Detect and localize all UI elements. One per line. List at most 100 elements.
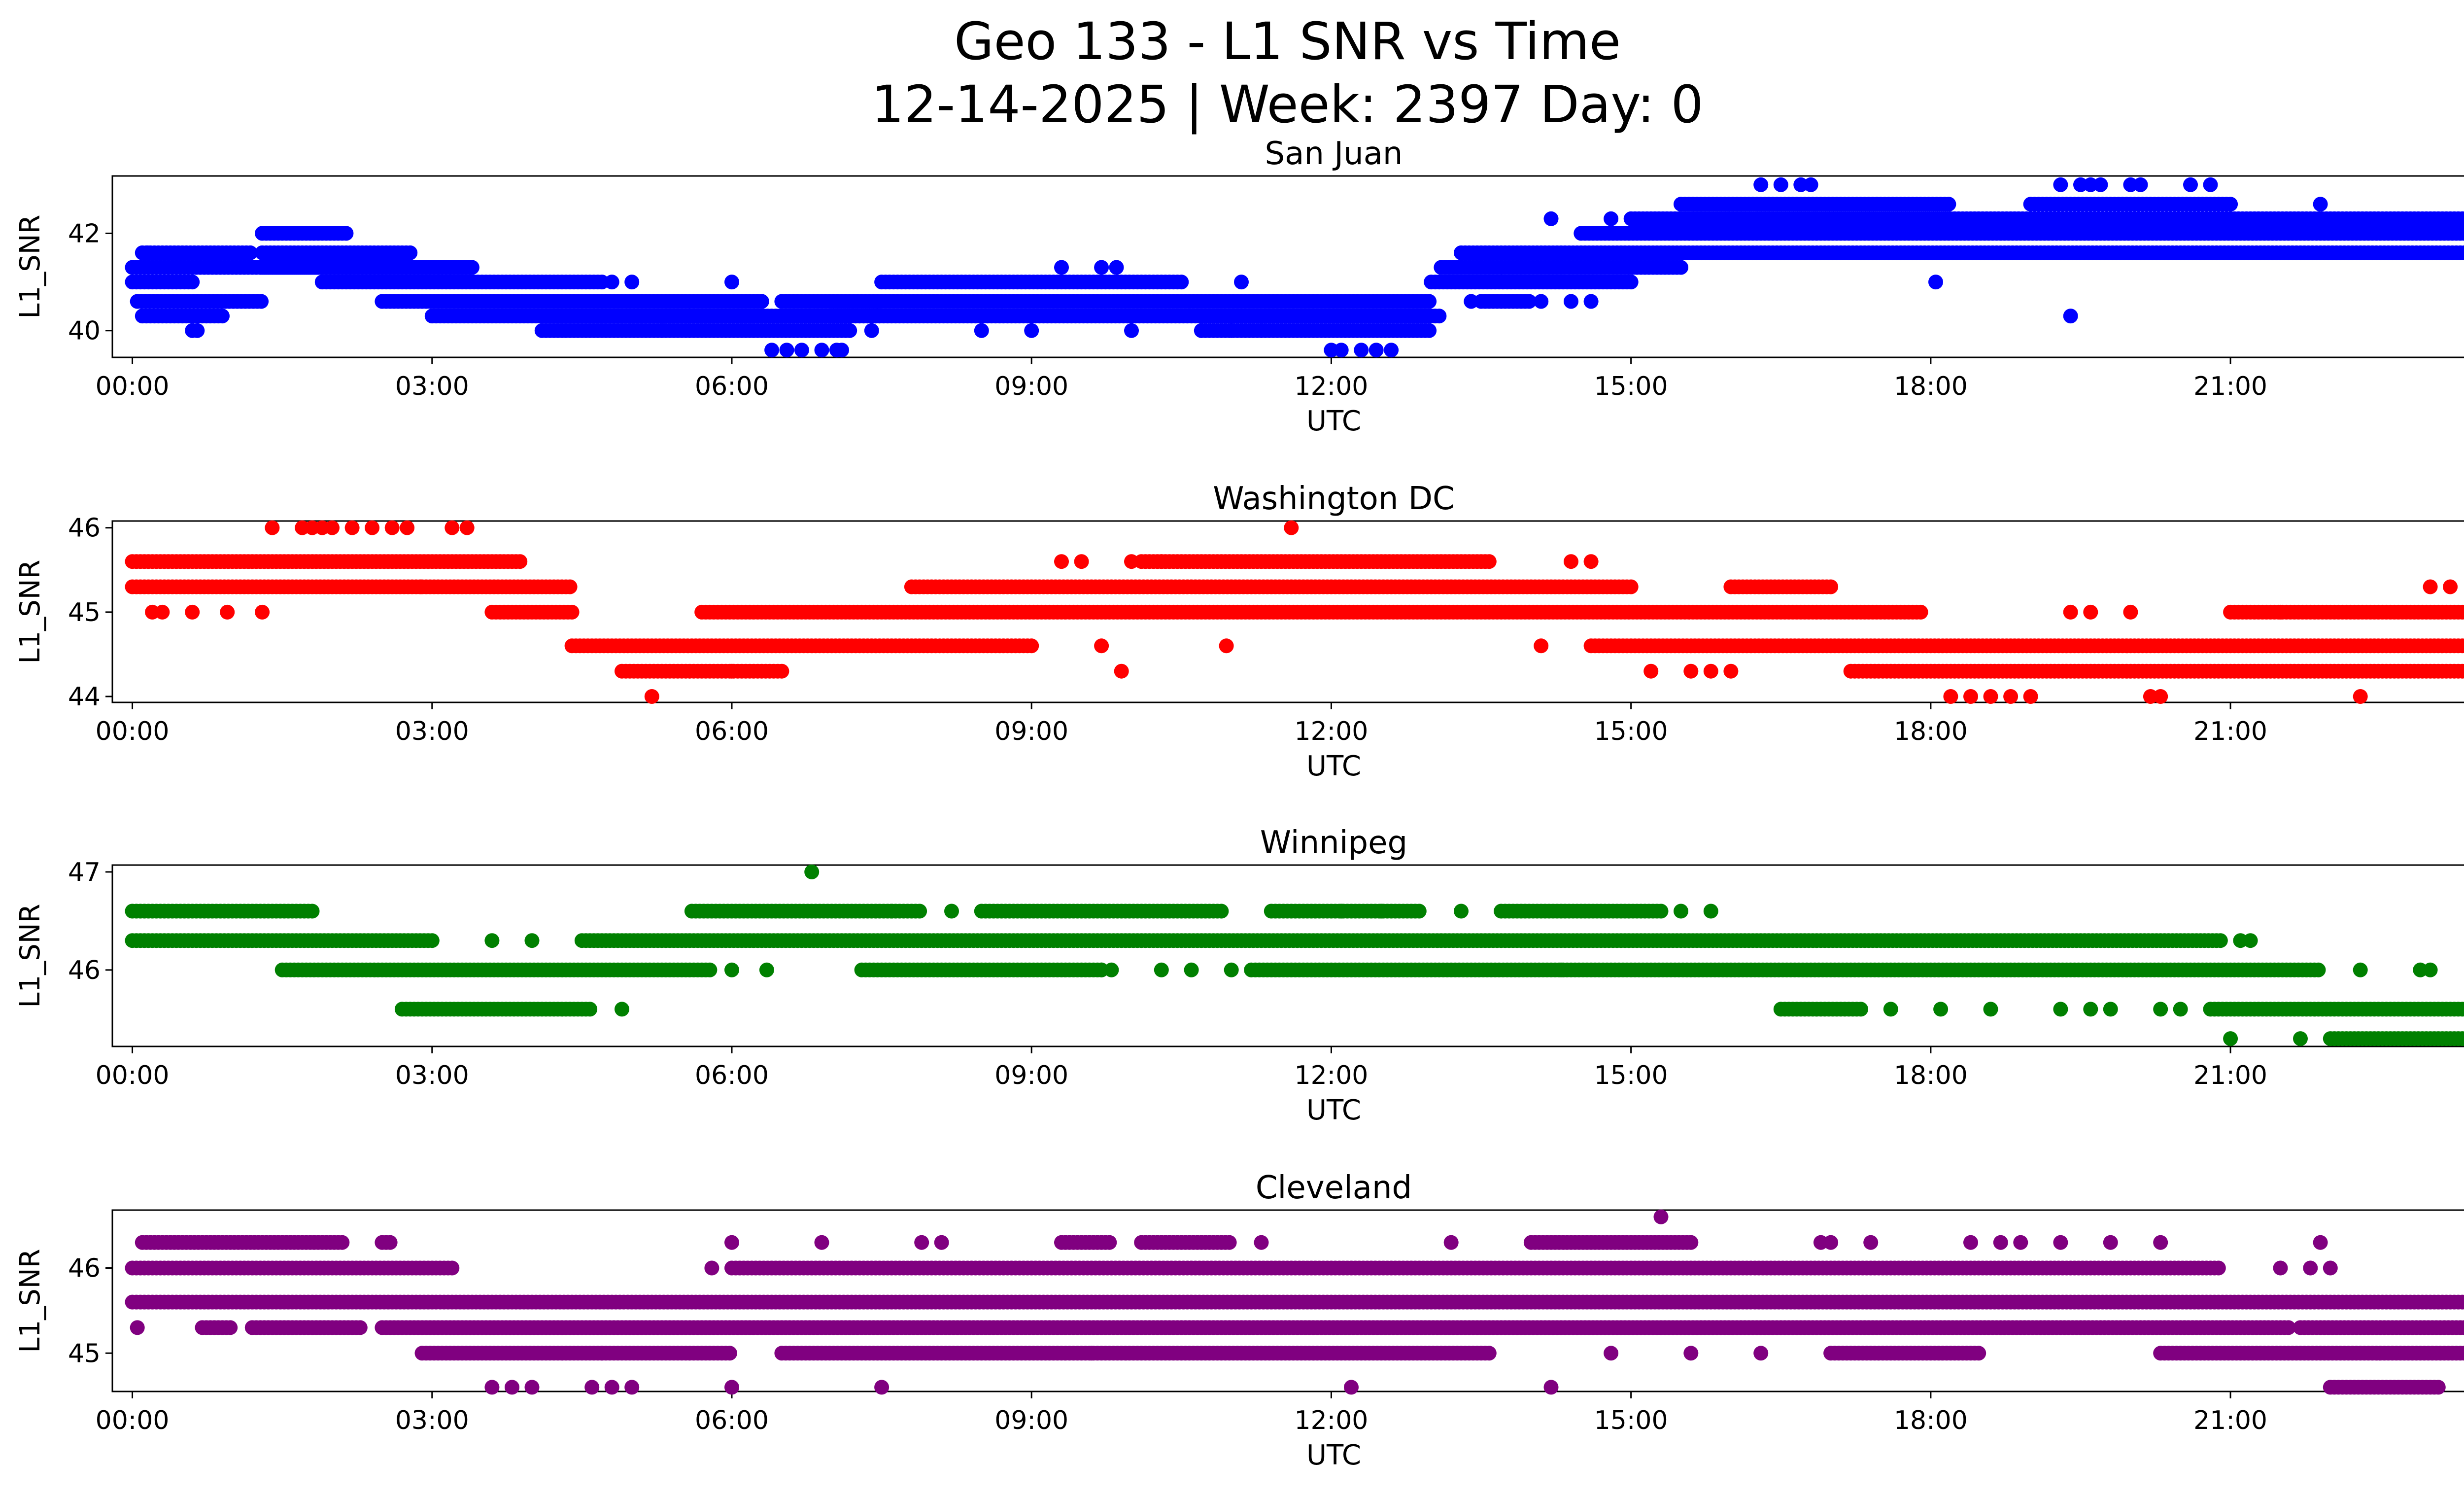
x-tick-label: 09:00 [994,372,1068,401]
x-tick-label: 21:00 [2193,717,2267,746]
data-point [185,604,200,620]
data-point [1384,343,1399,358]
x-tick-label: 12:00 [1295,372,1369,401]
data-point [1024,638,1039,654]
data-point [1723,663,1739,679]
data-point [344,520,360,535]
data-point [814,343,829,358]
x-tick-label: 06:00 [695,1061,769,1090]
data-point [754,294,769,309]
data-point [724,275,739,290]
data-point [462,260,478,275]
data-point [2311,962,2326,977]
data-point [644,689,659,704]
data-point [1114,663,1129,679]
data-point [1284,520,1299,535]
data-point [1124,554,1139,569]
x-tick-label: 09:00 [994,1061,1068,1090]
data-point [1024,323,1039,338]
y-axis-label: L1_SNR [14,904,46,1008]
data-point [1623,275,1639,290]
plot-frame [111,175,2464,358]
data-point [2423,579,2438,594]
data-point [459,520,475,535]
data-point [1753,177,1769,192]
data-point [155,604,170,620]
data-point [1803,177,1818,192]
data-point [2023,689,2038,704]
data-points [125,864,2464,1046]
data-points [125,177,2464,358]
data-point [624,275,640,290]
data-point [912,904,927,919]
data-point [1823,579,1839,594]
data-point [1853,1002,1868,1017]
figure-title-line-2: 12-14-2025 | Week: 2397 Day: 0 [871,74,1704,135]
y-tick-label: 40 [68,316,101,346]
data-point [242,245,258,260]
subplot-title: Winnipeg [1260,825,1407,861]
y-tick-label: 42 [68,219,101,248]
x-tick-label: 03:00 [395,717,469,746]
data-point [842,323,857,338]
data-point [325,520,340,535]
data-point [1534,294,1549,309]
data-point [1983,689,1998,704]
subplot-title: San Juan [1265,136,1403,172]
x-tick-label: 18:00 [1894,717,1968,746]
data-point [764,343,780,358]
x-tick-label: 15:00 [1594,372,1668,401]
data-point [582,1002,598,1017]
data-point [255,604,270,620]
data-point [1543,211,1559,226]
data-point [1943,689,1958,704]
data-point [1583,554,1599,569]
data-point [403,245,418,260]
data-point [1124,323,1139,338]
figure-title: Geo 133 - L1 SNR vs Time 12-14-2025 | We… [0,10,2464,136]
data-point [1928,275,1943,290]
data-point [1963,689,1978,704]
data-point [1941,197,1956,212]
data-point [265,520,280,535]
x-axis-label: UTC [1306,405,1361,437]
data-point [1094,260,1109,275]
data-point [2461,246,2464,259]
data-point [2313,197,2328,212]
data-point [779,343,794,358]
x-tick-label: 06:00 [695,717,769,746]
y-tick-label: 44 [68,682,101,712]
x-tick-label: 00:00 [96,372,170,401]
data-point [1534,638,1549,654]
data-point [1913,604,1928,620]
y-tick-label: 46 [68,956,101,985]
x-axis-label: UTC [1306,750,1361,782]
data-point [2353,689,2368,704]
data-point [1604,211,1619,226]
data-point [2093,177,2108,192]
data-point [794,343,809,358]
data-point [1653,904,1669,919]
x-tick-label: 09:00 [994,717,1068,746]
data-point [1154,554,1169,569]
y-tick-label: 47 [68,858,101,887]
data-point [1683,663,1699,679]
data-point [1219,638,1234,654]
data-point [2133,177,2148,192]
data-point [2183,177,2198,192]
data-point [1422,294,1437,309]
data-point [1054,260,1069,275]
data-point [1643,663,1659,679]
data-point [2063,309,2078,324]
data-point [1174,275,1189,290]
data-point [1369,343,1384,358]
data-point [400,520,415,535]
data-point [365,520,380,535]
data-point [1703,663,1718,679]
data-point [834,343,849,358]
data-point [2153,689,2168,704]
data-point [2083,604,2098,620]
data-point [1074,554,1089,569]
x-axis-label: UTC [1306,1094,1361,1126]
